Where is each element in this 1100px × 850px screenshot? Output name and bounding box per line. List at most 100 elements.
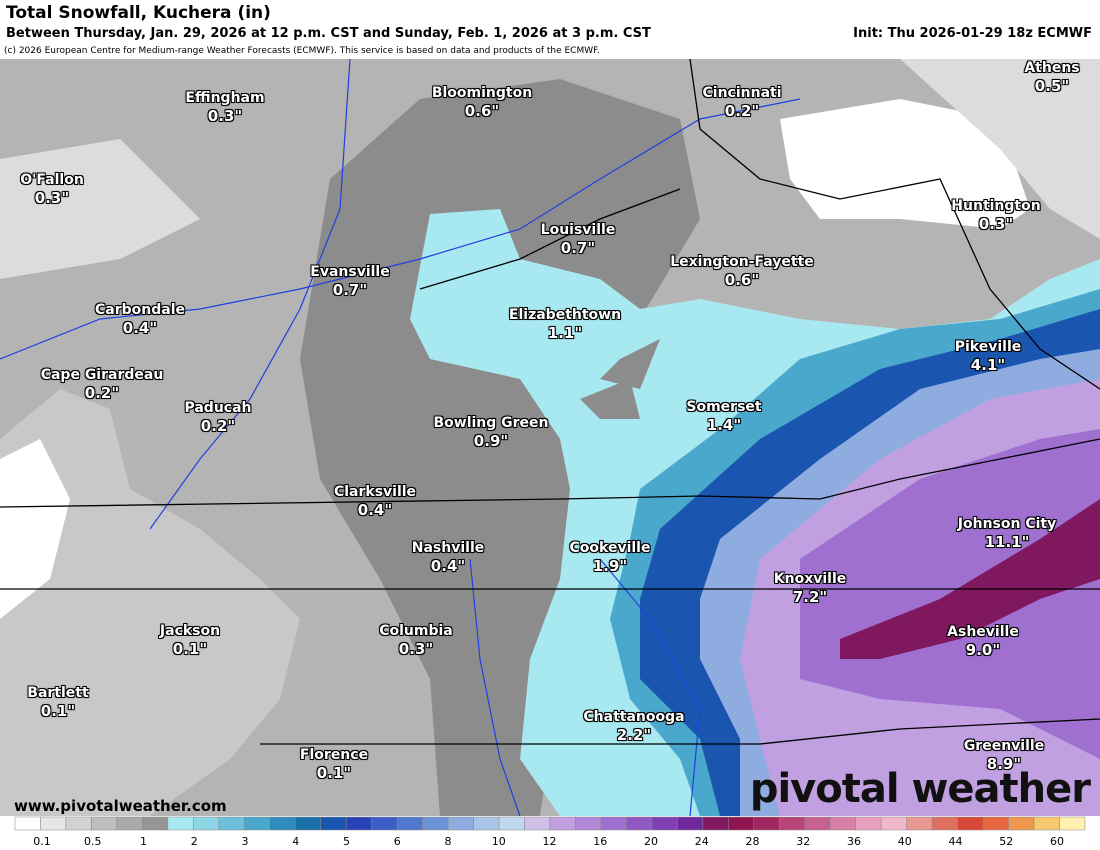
- city-value: 1.9": [592, 557, 628, 575]
- city-name: Elizabethtown: [508, 307, 622, 323]
- legend-label: 44: [949, 835, 963, 848]
- legend-label: 20: [644, 835, 658, 848]
- legend-label: 0.1: [33, 835, 51, 848]
- city-name: Cookeville: [569, 540, 651, 556]
- city-label: Lexington-Fayette 0.6": [670, 253, 814, 289]
- city-value: 0.1": [172, 640, 208, 658]
- city-value: 1.1": [547, 324, 583, 342]
- legend-swatch: [1033, 816, 1060, 831]
- city-label: Huntington 0.3": [951, 197, 1040, 233]
- legend-swatch: [549, 816, 576, 831]
- legend-swatch: [982, 816, 1009, 831]
- city-value: 0.1": [316, 764, 352, 782]
- legend-label: 40: [898, 835, 912, 848]
- city-label: Pikeville 4.1": [955, 338, 1022, 374]
- legend-swatch: [193, 816, 220, 831]
- city-value: 0.1": [40, 702, 76, 720]
- city-value: 11.1": [984, 533, 1030, 551]
- city-label: Cincinnati 0.2": [702, 84, 781, 120]
- city-label: Effingham 0.3": [185, 89, 264, 125]
- legend-swatch: [957, 816, 984, 831]
- legend-label: 2: [191, 835, 198, 848]
- legend-swatch: [804, 816, 831, 831]
- city-name: Huntington: [951, 198, 1041, 214]
- legend-label: 52: [999, 835, 1013, 848]
- legend-swatch: [829, 816, 856, 831]
- legend-swatch: [167, 816, 194, 831]
- legend-swatch: [218, 816, 245, 831]
- legend-swatch: [116, 816, 143, 831]
- city-value: 1.4": [706, 416, 742, 434]
- city-label: Johnson City 11.1": [958, 515, 1056, 551]
- city-value: 0.3": [34, 189, 70, 207]
- legend-swatch: [498, 816, 525, 831]
- legend-swatch: [14, 816, 41, 831]
- legend-swatch: [880, 816, 907, 831]
- city-value: 0.4": [357, 501, 393, 519]
- legend-swatch: [396, 816, 423, 831]
- city-value: 0.3": [207, 107, 243, 125]
- legend-swatch: [600, 816, 627, 831]
- city-name: Chattanooga: [583, 709, 685, 725]
- city-name: Jackson: [159, 623, 221, 639]
- legend-label: 28: [746, 835, 760, 848]
- city-label: Louisville 0.7": [541, 221, 616, 257]
- city-value: 0.3": [398, 640, 434, 658]
- city-value: 0.5": [1034, 77, 1070, 95]
- city-value: 0.4": [430, 557, 466, 575]
- city-name: Greenville: [963, 738, 1045, 754]
- legend-swatch: [269, 816, 296, 831]
- legend-swatch: [575, 816, 602, 831]
- legend-swatch: [677, 816, 704, 831]
- legend-swatch: [65, 816, 92, 831]
- city-name: Cincinnati: [702, 85, 782, 101]
- legend-label: 24: [695, 835, 709, 848]
- city-value: 0.9": [473, 432, 509, 450]
- city-label: Nashville 0.4": [412, 539, 484, 575]
- city-value: 0.2": [200, 417, 236, 435]
- city-label: O'Fallon 0.3": [20, 171, 84, 207]
- website: www.pivotalweather.com: [14, 797, 227, 815]
- city-label: Paducah 0.2": [184, 399, 251, 435]
- city-value: 8.9": [986, 755, 1022, 773]
- city-name: Lexington-Fayette: [670, 254, 814, 270]
- map: [0, 59, 1100, 816]
- legend-swatch: [473, 816, 500, 831]
- city-name: Evansville: [310, 264, 390, 280]
- city-value: 0.7": [332, 281, 368, 299]
- legend-swatch: [524, 816, 551, 831]
- legend-swatch: [422, 816, 449, 831]
- city-name: Columbia: [379, 623, 453, 639]
- legend-swatch: [931, 816, 958, 831]
- legend-swatch: [779, 816, 806, 831]
- city-label: Athens 0.5": [1024, 59, 1079, 95]
- legend-swatch: [753, 816, 780, 831]
- legend-label: 3: [242, 835, 249, 848]
- legend-swatch: [626, 816, 653, 831]
- legend-label: 10: [492, 835, 506, 848]
- legend: 0.1 0.5 1 2 3 4 5 6 8 10 12 16 20 24 28 32 36 40 44 52 60: [14, 816, 1086, 848]
- city-label: Bartlett 0.1": [27, 684, 88, 720]
- city-value: 7.2": [792, 588, 828, 606]
- legend-swatch: [702, 816, 729, 831]
- city-label: Bowling Green 0.9": [433, 414, 548, 450]
- city-value: 2.2": [616, 726, 652, 744]
- city-name: Carbondale: [95, 302, 185, 318]
- legend-swatch: [1059, 816, 1086, 831]
- city-value: 0.7": [560, 239, 596, 257]
- city-name: Bowling Green: [433, 415, 549, 431]
- city-name: Cape Girardeau: [40, 367, 164, 383]
- legend-swatch: [447, 816, 474, 831]
- city-value: 4.1": [970, 356, 1006, 374]
- init: Init: Thu 2026-01-29 18z ECMWF: [853, 26, 1092, 41]
- city-value: 0.3": [978, 215, 1014, 233]
- city-name: Knoxville: [773, 571, 847, 587]
- legend-swatch: [345, 816, 372, 831]
- city-name: Asheville: [947, 624, 1019, 640]
- city-value: 0.2": [724, 102, 760, 120]
- city-name: O'Fallon: [20, 172, 84, 188]
- city-name: Florence: [299, 747, 369, 763]
- city-name: Athens: [1024, 60, 1080, 76]
- city-label: Jackson 0.1": [160, 622, 220, 658]
